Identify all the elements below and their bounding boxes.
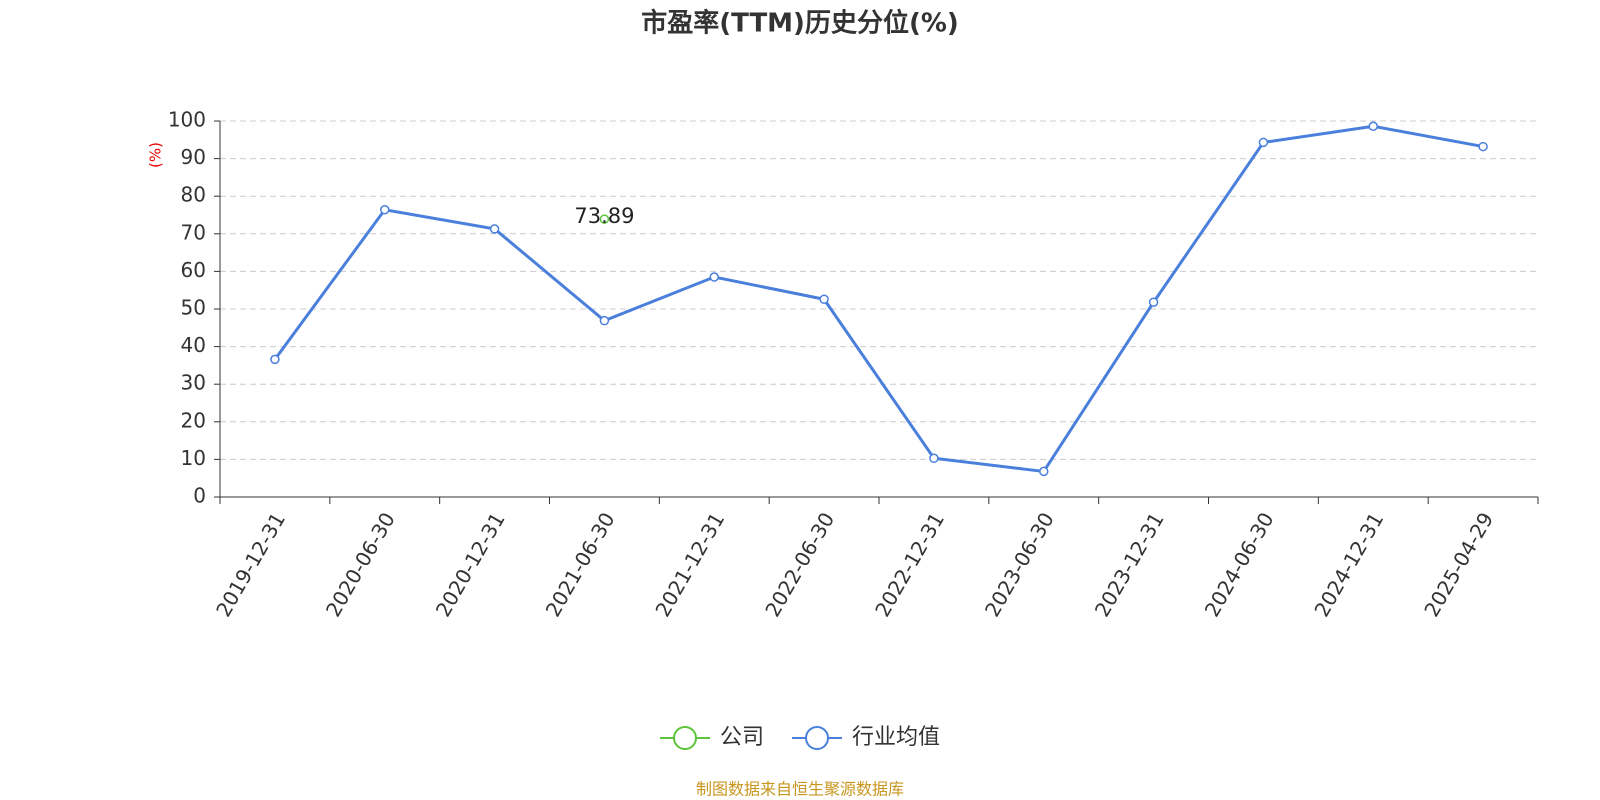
y-tick-label: 20 (181, 408, 206, 432)
x-tick-label: 2021-12-31 (650, 508, 729, 621)
data-point (1258, 137, 1269, 148)
data-point (1368, 121, 1378, 132)
x-tick-label: 2024-06-30 (1200, 508, 1279, 621)
y-tick-label: 40 (181, 333, 206, 357)
legend-label: 公司 (720, 725, 764, 750)
data-point (599, 315, 610, 326)
y-tick-label: 0 (193, 484, 206, 508)
data-point (819, 294, 829, 304)
y-tick-label: 90 (181, 145, 206, 169)
data-point (380, 204, 390, 215)
legend-label: 行业均值 (852, 725, 940, 750)
x-tick-label: 2022-12-31 (870, 508, 949, 621)
x-tick-label: 2023-12-31 (1090, 508, 1169, 621)
data-point (270, 354, 280, 365)
x-tick-label: 2019-12-31 (211, 508, 290, 621)
y-tick-label: 50 (181, 296, 206, 320)
data-point (1039, 466, 1049, 477)
x-tick-label: 2021-06-30 (541, 508, 620, 621)
x-tick-label: 2023-06-30 (980, 508, 1059, 621)
y-axis-label: (%) (147, 142, 165, 168)
data-point (709, 272, 719, 282)
data-label: 73.89 (574, 204, 634, 228)
x-tick-label: 2022-06-30 (760, 508, 839, 621)
chart-title: 市盈率(TTM)历史分位(%) (641, 8, 959, 39)
y-tick-label: 30 (181, 371, 206, 395)
y-tick-label: 100 (168, 108, 206, 132)
y-tick-label: 60 (181, 258, 206, 282)
x-tick-label: 2020-06-30 (321, 508, 400, 621)
data-point (1148, 297, 1159, 307)
y-tick-label: 10 (181, 446, 206, 470)
source-note: 制图数据来自恒生聚源数据库 (696, 780, 904, 799)
data-point (929, 453, 939, 464)
series-line (273, 124, 1484, 474)
data-point (489, 224, 500, 234)
x-tick-label: 2025-04-29 (1419, 508, 1498, 621)
legend-marker (673, 726, 697, 750)
y-tick-label: 80 (181, 183, 206, 207)
data-point (599, 214, 610, 224)
y-tick-label: 70 (181, 220, 206, 244)
x-tick-label: 2024-12-31 (1309, 508, 1388, 621)
data-point (1478, 141, 1488, 152)
legend-marker (805, 726, 830, 750)
x-tick-label: 2020-12-31 (431, 508, 510, 621)
